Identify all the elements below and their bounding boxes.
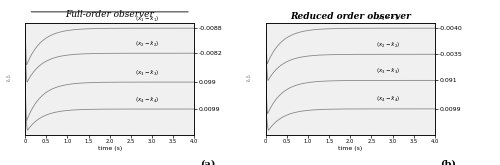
Text: $(x_4 - \hat{x}_4)$: $(x_4 - \hat{x}_4)$ [135,96,160,105]
Text: $(x_2 - \hat{x}_2)$: $(x_2 - \hat{x}_2)$ [135,40,160,49]
Text: e1
e2: e1 e2 [246,75,252,83]
Text: $(x_3 - \hat{x}_3)$: $(x_3 - \hat{x}_3)$ [376,66,400,76]
Text: (b): (b) [440,160,456,165]
Text: $(x_3 - \hat{x}_3)$: $(x_3 - \hat{x}_3)$ [135,68,160,78]
Text: $(x_1 - \hat{x}_1)$: $(x_1 - \hat{x}_1)$ [135,15,160,24]
Title: Full-order observer: Full-order observer [66,10,154,19]
X-axis label: time (s): time (s) [338,146,362,151]
Text: (a): (a) [200,160,216,165]
Title: Reduced order observer: Reduced order observer [290,12,410,21]
Text: $(x_4 - \hat{x}_4)$: $(x_4 - \hat{x}_4)$ [376,94,400,104]
Text: e1
e2: e1 e2 [6,75,11,83]
X-axis label: time (s): time (s) [98,146,122,151]
Text: $(x_1 - \hat{x}_1)$: $(x_1 - \hat{x}_1)$ [376,14,400,23]
Text: $(x_2 - \hat{x}_2)$: $(x_2 - \hat{x}_2)$ [376,40,400,50]
